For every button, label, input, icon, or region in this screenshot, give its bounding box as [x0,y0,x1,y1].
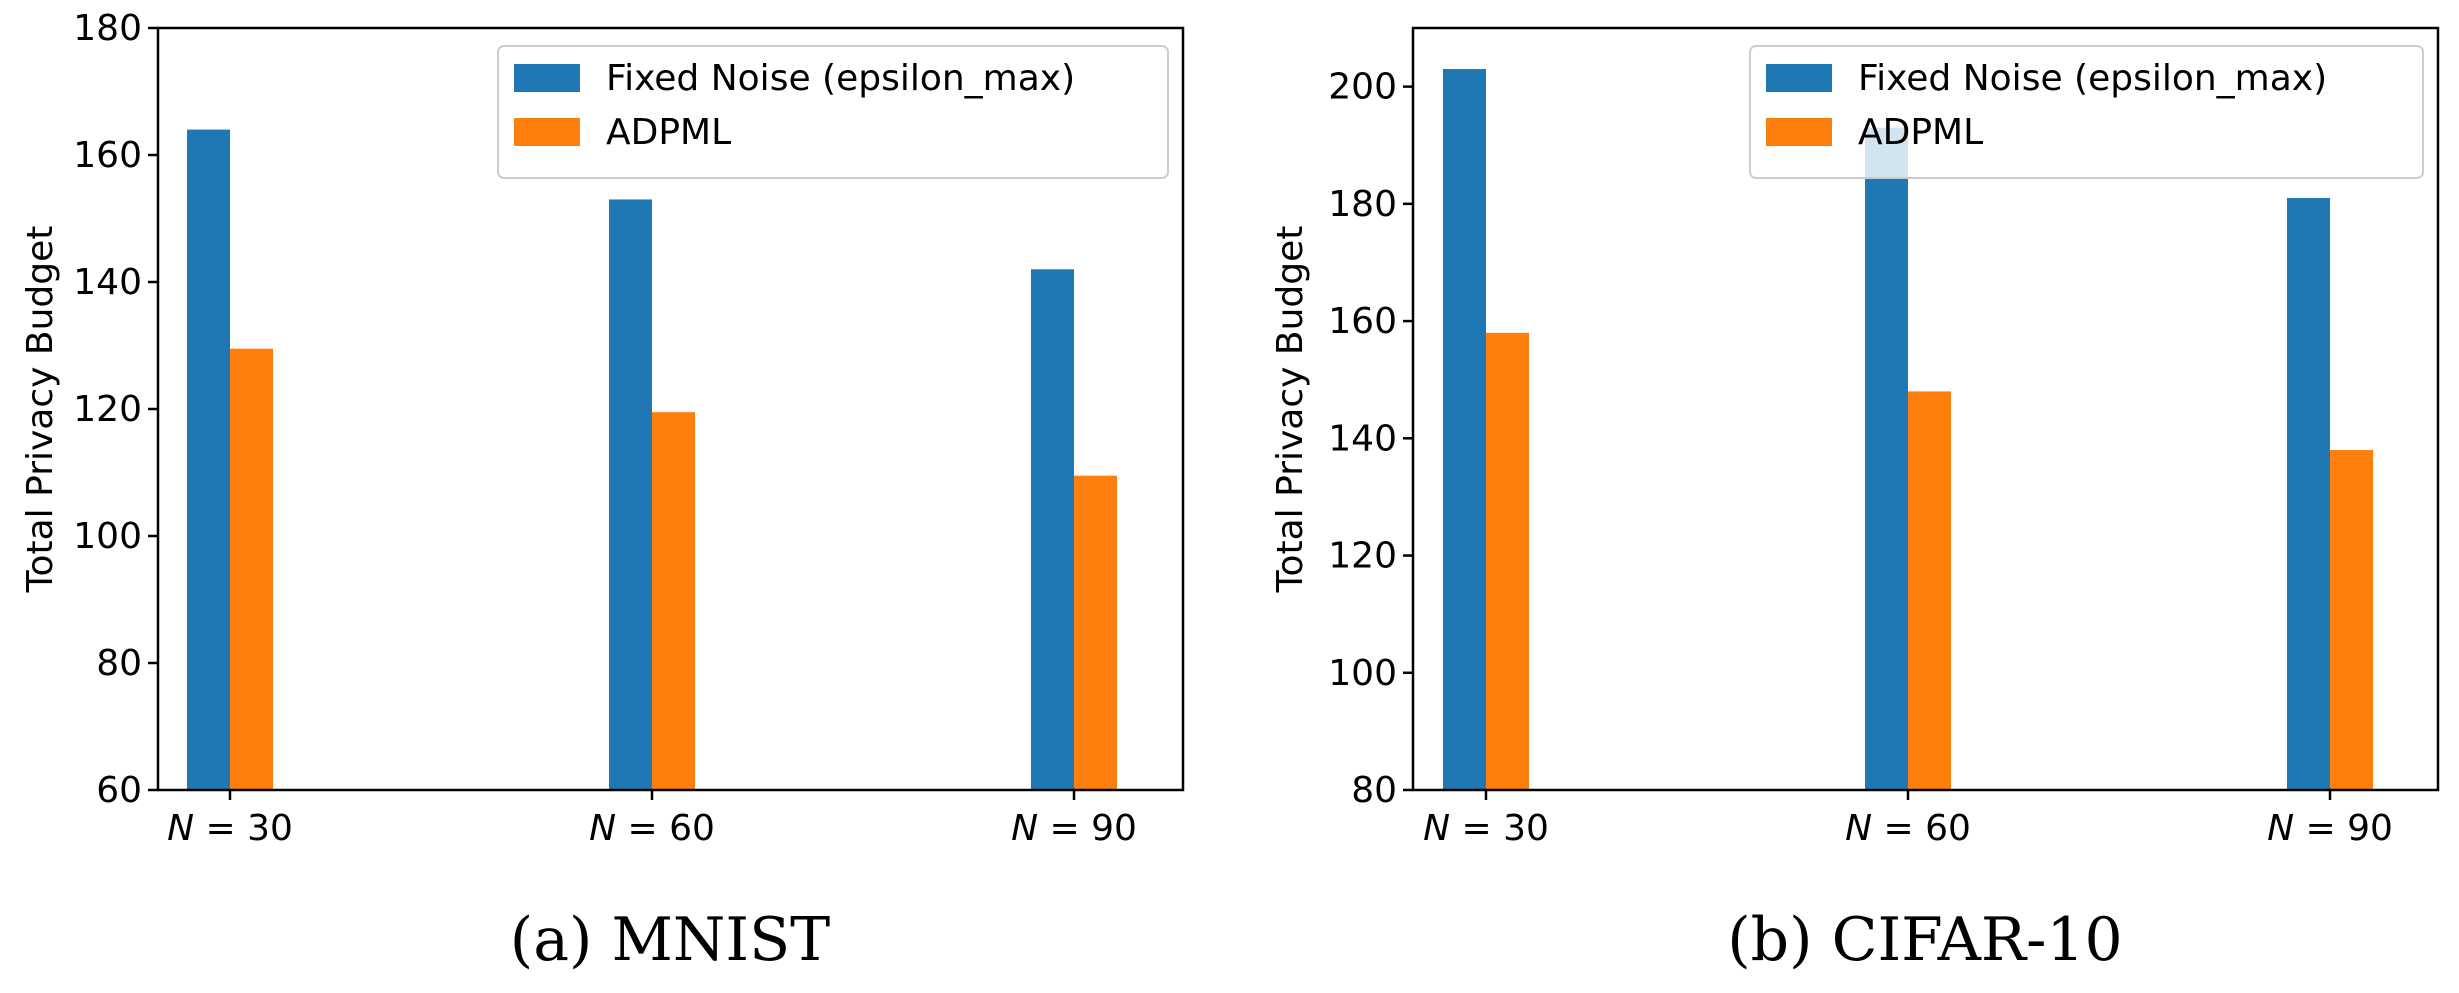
legend: Fixed Noise (epsilon_max) ADPML [1749,45,2424,179]
legend-label-fixed-noise: Fixed Noise (epsilon_max) [1858,58,2327,99]
x-tick-label: N = 60 [589,808,715,849]
bar-fixed-noise-1 [187,129,230,791]
bar-fixed-noise-2 [609,199,652,790]
bar-fixed-noise-2 [1865,127,1908,790]
x-tick-label: N = 30 [167,808,293,849]
legend-box [1749,45,2424,179]
y-tick-label: 60 [96,770,142,811]
bar-adpml-2 [652,412,695,790]
legend-swatch-fixed-noise [514,64,580,92]
plot-frame [1411,26,2440,792]
bar-adpml-2 [1908,391,1951,790]
y-tick-label: 100 [1328,653,1397,694]
bar-adpml-3 [1074,475,1117,790]
legend: Fixed Noise (epsilon_max) ADPML [497,45,1169,179]
legend-swatch-adpml [1766,118,1832,146]
y-tick-label: 100 [73,516,142,557]
y-tick-label: 200 [1328,67,1397,108]
legend-swatch-fixed-noise [1766,64,1832,92]
chart-mnist: 60 80 100 120 140 160 180 N = 30 N = 60 N = 90 Tot… [20,8,1185,975]
x-tick-label: N = 30 [1423,808,1549,849]
bar-adpml-1 [1486,332,1529,790]
legend-box [497,45,1169,179]
bar-fixed-noise-3 [1031,269,1074,790]
chart-cifar10: 80 100 120 140 160 180 200 N = 30 N = 60 N = 90 To… [1270,26,2440,975]
bar-adpml-1 [230,348,273,790]
y-tick-label: 180 [1328,184,1397,225]
x-tick-label: N = 60 [1845,808,1971,849]
x-tick-label: N = 90 [2267,808,2393,849]
y-tick-label: 180 [73,8,142,49]
legend-swatch-adpml [514,118,580,146]
y-tick-label: 80 [1351,770,1397,811]
y-tick-label: 140 [73,262,142,303]
y-axis-label: Total Privacy Budget [1270,226,1311,594]
subfigure-caption: (a) MNIST [510,905,830,975]
y-tick-label: 80 [96,643,142,684]
y-tick-label: 120 [73,389,142,430]
x-tick-label: N = 90 [1011,808,1137,849]
legend-label-adpml: ADPML [606,112,731,153]
bar-fixed-noise-1 [1443,69,1486,791]
y-tick-label: 160 [73,135,142,176]
bar-fixed-noise-3 [2287,197,2330,790]
subfigure-caption: (b) CIFAR-10 [1727,905,2122,975]
legend-label-adpml: ADPML [1858,112,1983,153]
y-axis-label: Total Privacy Budget [20,226,61,594]
y-tick-label: 120 [1328,536,1397,577]
y-tick-label: 160 [1328,301,1397,342]
legend-label-fixed-noise: Fixed Noise (epsilon_max) [606,58,1075,99]
bar-adpml-3 [2330,450,2373,790]
y-tick-label: 140 [1328,418,1397,459]
